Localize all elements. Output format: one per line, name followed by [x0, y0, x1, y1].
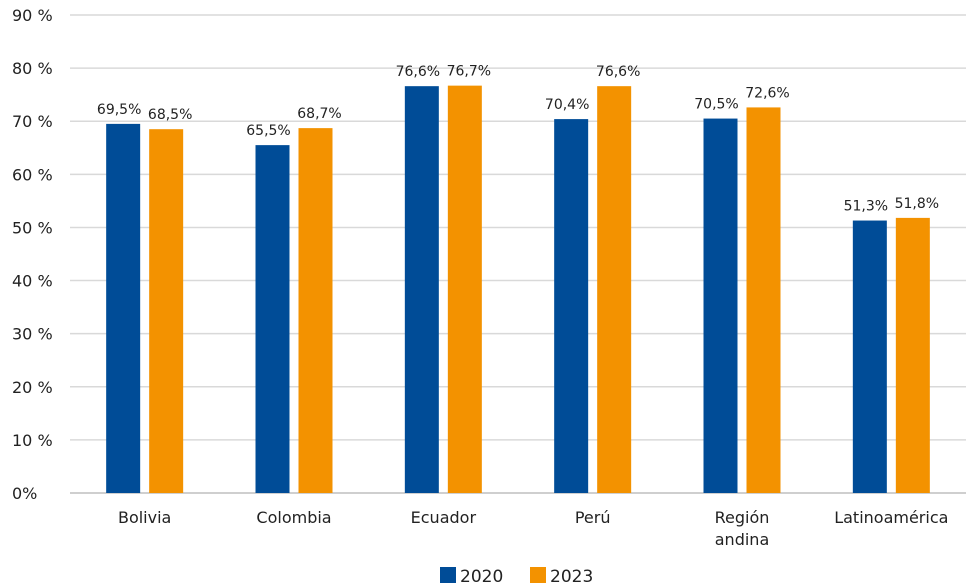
legend-item-2023: 2023	[530, 567, 593, 587]
data-label: 72,6%	[745, 85, 789, 101]
legend-label: 2023	[550, 567, 593, 587]
bars	[106, 85, 930, 494]
bar-2023-0	[149, 129, 184, 493]
x-axis: Bolivia Colombia Ecuador Perú Región andina La…	[118, 508, 948, 549]
data-label: 76,6%	[596, 64, 640, 80]
data-label: 68,7%	[297, 106, 341, 122]
bar-2020-2	[404, 86, 439, 494]
bar-2023-4	[746, 107, 781, 493]
legend: 2020 2023	[440, 567, 593, 587]
data-label: 51,8%	[895, 196, 939, 212]
bar-2023-3	[597, 86, 632, 494]
bar-2023-5	[895, 217, 930, 493]
y-tick-label: 30 %	[12, 325, 53, 344]
y-tick-label: 50 %	[12, 218, 53, 237]
legend-swatch	[530, 567, 546, 583]
data-label: 70,4%	[545, 97, 589, 113]
bar-2023-1	[298, 128, 333, 494]
gridlines	[70, 14, 966, 494]
data-label: 76,7%	[447, 64, 491, 80]
x-category-label: Perú	[575, 508, 611, 527]
data-label: 68,5%	[148, 107, 192, 123]
data-labels: 69,5% 68,5% 65,5% 68,7% 76,6% 76,7% 70,4% 76,6%…	[97, 64, 939, 215]
data-label: 69,5%	[97, 102, 141, 118]
x-category-label: Latinoamérica	[834, 508, 948, 527]
y-tick-label: 10 %	[12, 431, 53, 450]
bar-2020-5	[852, 220, 887, 494]
x-category-label: Bolivia	[118, 508, 171, 527]
data-label: 70,5%	[694, 97, 738, 113]
y-tick-label: 0%	[12, 484, 37, 503]
data-label: 65,5%	[246, 123, 290, 139]
y-tick-label: 40 %	[12, 272, 53, 291]
x-category-label: Ecuador	[411, 508, 477, 527]
legend-swatch	[440, 567, 456, 583]
y-tick-label: 90 %	[12, 6, 53, 25]
data-label: 51,3%	[844, 199, 888, 215]
y-tick-label: 60 %	[12, 165, 53, 184]
bar-2020-1	[255, 145, 290, 493]
bar-2023-2	[447, 85, 482, 493]
bar-2020-3	[554, 119, 589, 493]
x-category-label: Región	[715, 508, 770, 527]
legend-item-2020: 2020	[440, 567, 503, 587]
x-category-label: Colombia	[256, 508, 331, 527]
y-tick-label: 80 %	[12, 59, 53, 78]
y-axis: 0% 10 % 20 % 30 % 40 % 50 % 60 % 70 % 80 % 90 %	[12, 6, 53, 503]
y-tick-label: 70 %	[12, 112, 53, 131]
legend-label: 2020	[460, 567, 503, 587]
bar-2020-4	[703, 118, 738, 494]
bar-2020-0	[106, 123, 141, 493]
y-tick-label: 20 %	[12, 378, 53, 397]
data-label: 76,6%	[396, 64, 440, 80]
x-category-label: andina	[715, 530, 770, 549]
